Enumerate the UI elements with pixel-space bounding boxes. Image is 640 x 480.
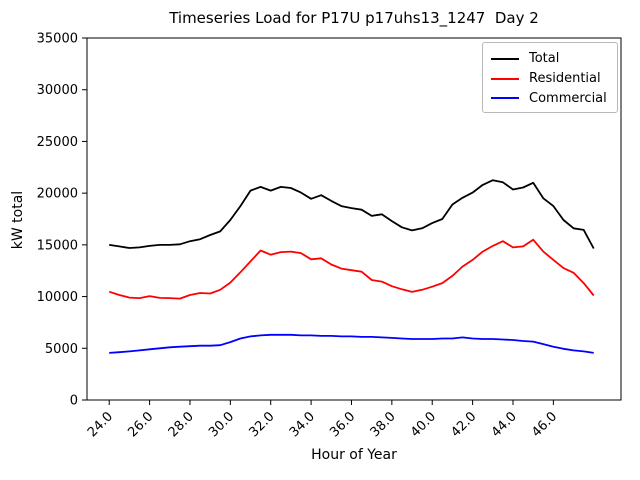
axes-frame [86, 37, 622, 401]
x-tick-label: 24.0 [85, 409, 116, 440]
legend: Total Residential Commercial [482, 42, 618, 113]
x-tick-label: 36.0 [327, 409, 358, 440]
x-tick-label: 46.0 [529, 409, 560, 440]
x-tick-label: 44.0 [489, 409, 520, 440]
x-tick-label: 42.0 [448, 409, 479, 440]
x-tick-label: 40.0 [408, 409, 439, 440]
x-tick-label: 28.0 [166, 409, 197, 440]
y-tick-label: 10000 [37, 290, 78, 305]
x-tick-label: 32.0 [246, 409, 277, 440]
x-tick-label: 34.0 [287, 409, 318, 440]
legend-item-total: Total [491, 49, 609, 69]
commercial-line-swatch [491, 97, 519, 100]
series-line-residential [108, 238, 595, 300]
y-tick-label: 20000 [37, 187, 78, 202]
x-tick-label: 38.0 [368, 409, 399, 440]
series-line-total [109, 179, 595, 249]
x-tick-label: 26.0 [125, 409, 156, 440]
x-tick-label: 30.0 [206, 409, 237, 440]
legend-label-total: Total [529, 51, 560, 67]
residential-line-swatch [491, 77, 519, 80]
legend-item-residential: Residential [491, 69, 609, 89]
y-tick-label: 15000 [37, 238, 78, 253]
total-line-swatch [491, 57, 519, 60]
y-tick-label: 5000 [45, 342, 78, 357]
y-axis-label: kW total [10, 190, 26, 250]
x-axis-label: Hour of Year [311, 447, 397, 463]
legend-label-residential: Residential [529, 71, 601, 86]
y-tick-label: 30000 [37, 83, 78, 98]
legend-label-commercial: Commercial [529, 90, 607, 106]
chart-title: Timeseries Load for P17U p17uhs13_1247 D… [169, 9, 539, 27]
y-tick-label: 0 [70, 394, 78, 409]
y-tick-label: 35000 [37, 32, 78, 47]
series-line-commercial [109, 333, 594, 354]
y-tick-label: 25000 [37, 135, 78, 150]
legend-item-commercial: Commercial [491, 88, 609, 108]
